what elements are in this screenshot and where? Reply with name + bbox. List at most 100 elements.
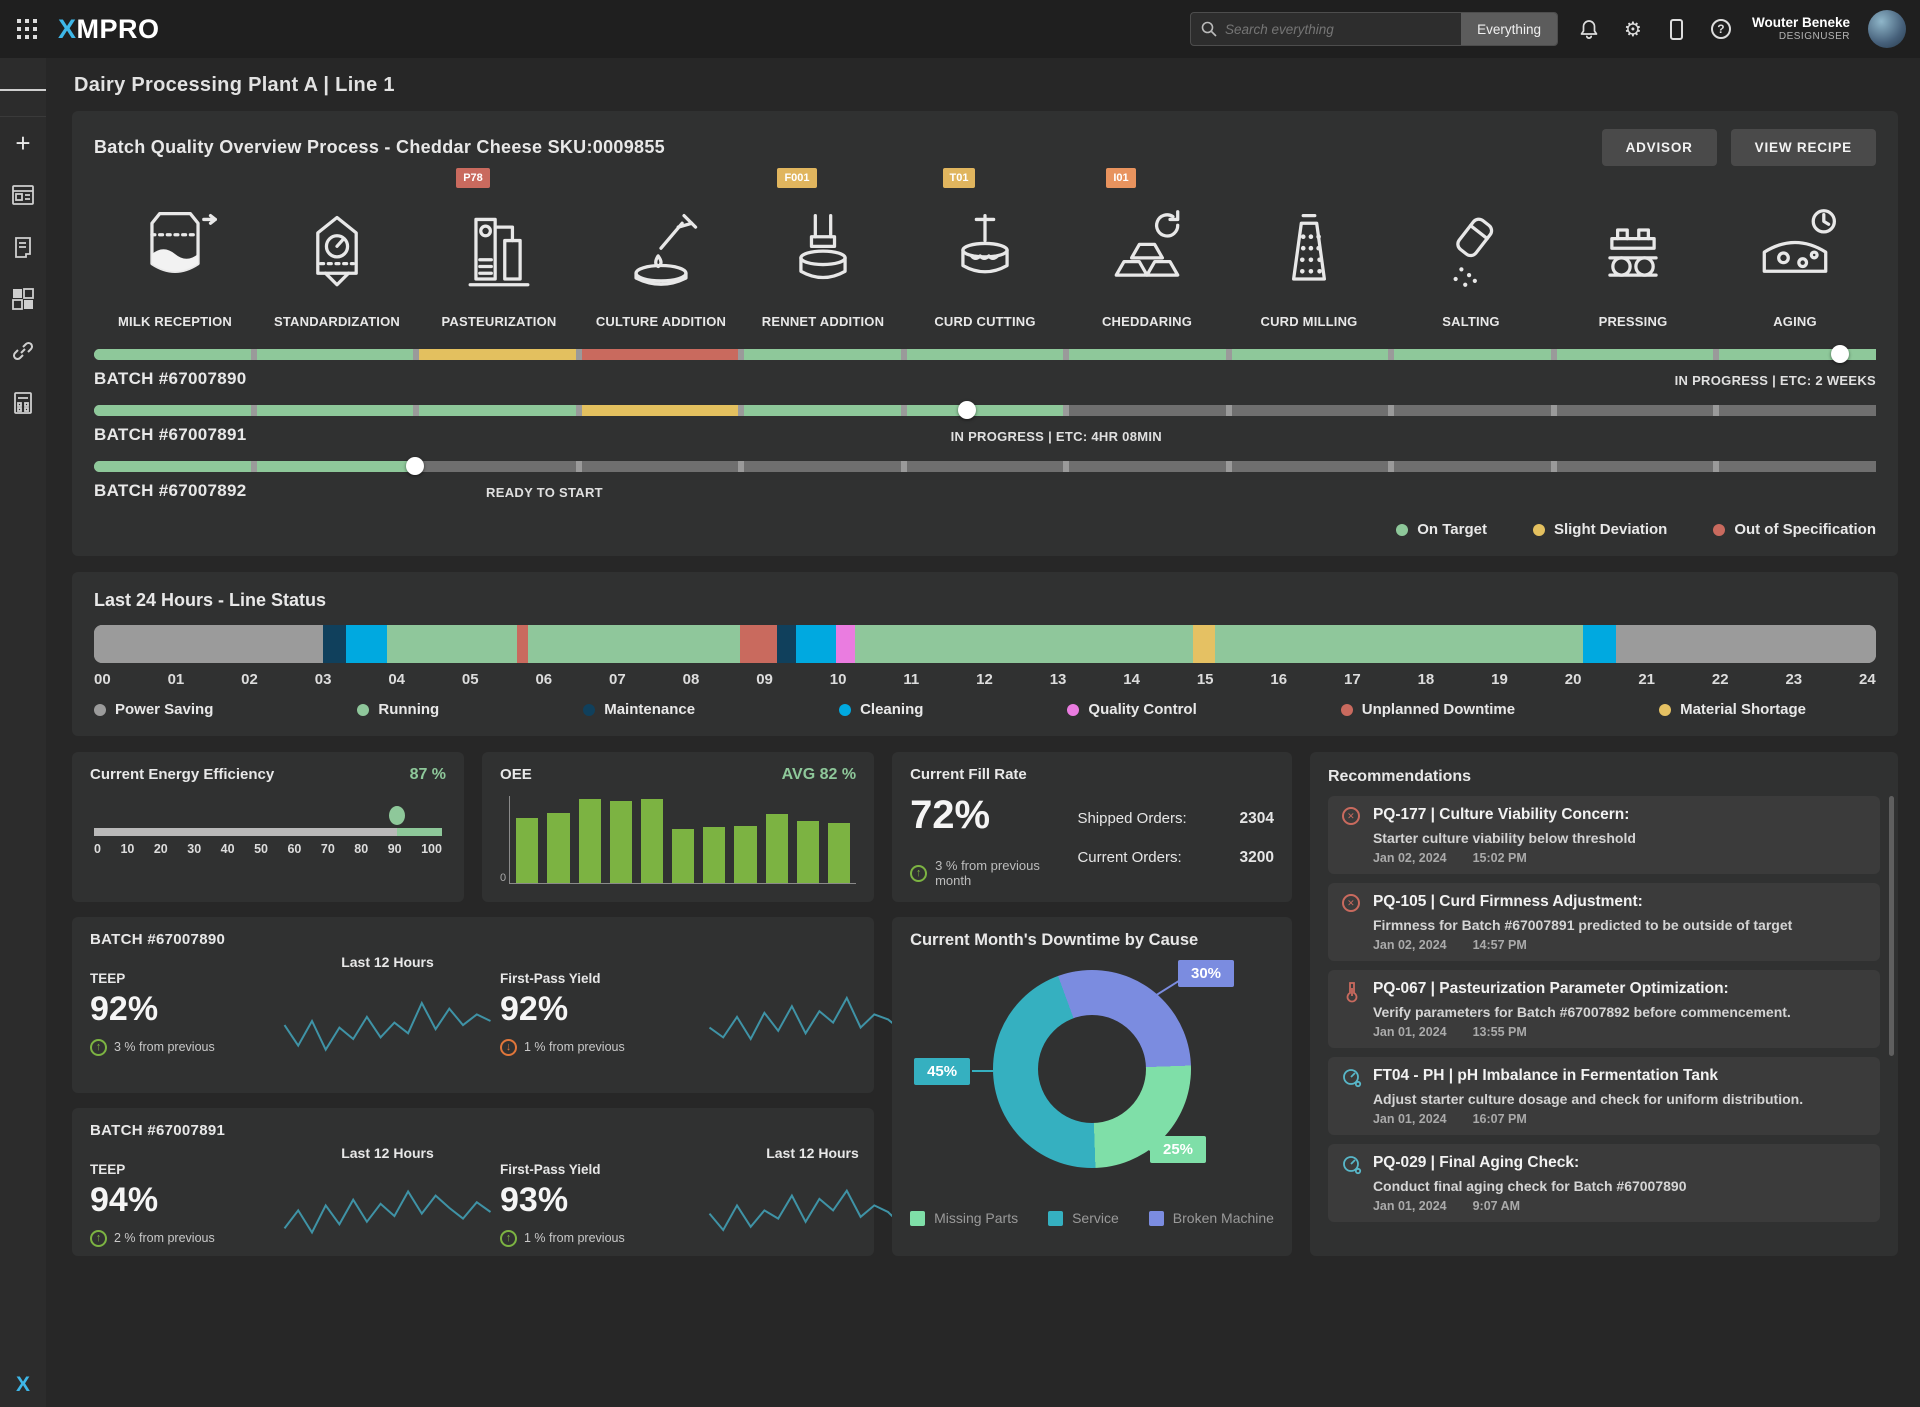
- batch-status: IN PROGRESS | ETC: 4HR 08MIN: [950, 429, 1162, 444]
- recommendation-item[interactable]: PQ-029 | Final Aging Check: Conduct fina…: [1327, 1144, 1880, 1222]
- settings-gear-icon[interactable]: ⚙: [1624, 18, 1642, 41]
- recommendation-item[interactable]: PQ-067 | Pasteurization Parameter Optimi…: [1327, 970, 1880, 1048]
- step-label: SALTING: [1442, 314, 1500, 329]
- step-curd-cutting: T01 CURD CUTTING: [904, 168, 1066, 329]
- batch-progress-knob[interactable]: [405, 457, 424, 475]
- view-recipe-button[interactable]: VIEW RECIPE: [1730, 129, 1876, 166]
- mill-grater-icon: [1228, 200, 1390, 308]
- progress-segment-green: [906, 349, 1064, 360]
- step-tag[interactable]: F001: [777, 168, 817, 188]
- rec-desc: Conduct final aging check for Batch #670…: [1372, 1178, 1687, 1194]
- notifications-bell-icon[interactable]: [1576, 16, 1602, 42]
- batch-metrics-card-67007890: BATCH #67007890 TEEP 92% ↑ 3 % from previ…: [72, 917, 916, 1093]
- rec-desc: Adjust starter culture dosage and check …: [1372, 1091, 1804, 1107]
- recommendations-title: Recommendations: [1327, 768, 1472, 785]
- oee-title: OEE: [500, 766, 532, 783]
- hour-label: 10: [829, 671, 847, 688]
- oee-bar: [765, 814, 788, 883]
- step-culture-addition: CULTURE ADDITION: [580, 168, 742, 329]
- search-scope-button[interactable]: Everything: [1461, 13, 1557, 45]
- legend-dot: [94, 703, 106, 716]
- recommendation-item[interactable]: ✕ PQ-105 | Curd Firmness Adjustment: Fir…: [1327, 883, 1880, 961]
- energy-tick: 50: [254, 842, 268, 856]
- apps-grid-icon[interactable]: [10, 12, 44, 46]
- pasteurizer-icon: [418, 200, 580, 308]
- progress-segment-gray: [1231, 461, 1389, 472]
- milk-silo-icon: [94, 200, 256, 308]
- legend-label: On Target: [1417, 521, 1487, 538]
- page-title: Dairy Processing Plant A | Line 1: [74, 74, 395, 96]
- step-pressing: PRESSING: [1552, 168, 1714, 329]
- oee-bar: [672, 829, 695, 883]
- dashboards-icon[interactable]: [0, 169, 46, 221]
- progress-segment-gray: [1719, 405, 1877, 416]
- rec-title: PQ-029 | Final Aging Check:: [1372, 1154, 1580, 1171]
- up-arrow-icon: ↑: [500, 1229, 517, 1247]
- gauge-icon: [1342, 1154, 1364, 1213]
- sparkline-label: Last 12 Hours: [766, 1145, 859, 1161]
- progress-segment-green: [256, 405, 414, 416]
- recommendation-item[interactable]: FT04 - PH | pH Imbalance in Fermentation…: [1327, 1057, 1880, 1135]
- culture-dish-icon: [580, 200, 742, 308]
- progress-segment-green: [419, 405, 576, 416]
- link-icon[interactable]: [0, 325, 46, 377]
- batch-progress-knob[interactable]: [958, 401, 977, 419]
- help-icon[interactable]: ?: [1708, 16, 1734, 42]
- timeline-segment-cleaning: [346, 625, 388, 663]
- step-label: CULTURE ADDITION: [595, 314, 727, 329]
- energy-gauge-knob[interactable]: [388, 806, 405, 825]
- timeline-segment-unplanned_downtime: [517, 625, 529, 663]
- fpy-label: First-Pass Yield: [500, 970, 601, 986]
- recommendations-panel: Recommendations ✕ PQ-177 | Culture Viabi…: [1309, 752, 1898, 1256]
- oee-bar: [796, 821, 819, 883]
- batch-progress-knob[interactable]: [1831, 345, 1850, 363]
- step-tag[interactable]: I01: [1106, 168, 1136, 188]
- progress-segment-yellow: [581, 405, 739, 416]
- mobile-device-icon[interactable]: [1664, 16, 1690, 42]
- step-curd-milling: CURD MILLING: [1228, 168, 1390, 329]
- step-label: PASTEURIZATION: [441, 314, 557, 329]
- documents-icon[interactable]: [0, 221, 46, 273]
- legend-item: Out of Specification: [1713, 521, 1876, 538]
- legend-item: Service: [1048, 1210, 1119, 1226]
- line-status-legend: Power Saving Running Maintenance Cleaning Qu…: [94, 701, 1876, 718]
- step-tag[interactable]: T01: [942, 168, 976, 188]
- hour-label: 05: [461, 671, 479, 688]
- progress-segment-yellow: [419, 349, 576, 360]
- search-input[interactable]: [1224, 21, 1462, 37]
- teep-delta: 3 % from previous: [114, 1040, 215, 1054]
- legend-label: Quality Control: [1088, 701, 1197, 718]
- fpy-value: 92%: [500, 989, 569, 1028]
- recommendation-item[interactable]: ✕ PQ-177 | Culture Viability Concern: St…: [1327, 796, 1880, 874]
- legend-dot: [1713, 523, 1726, 536]
- timeline-segment-maintenance: [777, 625, 796, 663]
- rec-title: PQ-177 | Culture Viability Concern:: [1372, 806, 1630, 823]
- current-orders-label: Current Orders:: [1077, 849, 1182, 867]
- add-new-icon[interactable]: +: [15, 127, 31, 158]
- shipped-orders-value: 2304: [1239, 809, 1274, 827]
- recommendations-scrollbar[interactable]: [1889, 796, 1894, 1056]
- hour-label: 06: [535, 671, 553, 688]
- progress-segment-green: [256, 461, 414, 472]
- calculator-icon[interactable]: [0, 377, 46, 429]
- energy-tick: 20: [153, 842, 168, 856]
- batch-status: READY TO START: [486, 485, 603, 500]
- timeline-segment-running: [1215, 625, 1583, 663]
- progress-segment-green: [1231, 349, 1389, 360]
- batch-name: BATCH #67007891: [94, 425, 247, 444]
- step-label: CURD CUTTING: [934, 314, 1036, 329]
- user-avatar[interactable]: [1868, 10, 1906, 48]
- cheddar-stack-icon: [1066, 200, 1228, 308]
- step-standardization: STANDARDIZATION: [256, 168, 418, 329]
- step-tag[interactable]: P78: [456, 168, 490, 188]
- menu-hamburger-icon[interactable]: [0, 64, 46, 116]
- oee-bar: [547, 813, 570, 883]
- hour-label: 22: [1711, 671, 1729, 688]
- legend-dot: [1659, 703, 1672, 716]
- rec-title: PQ-067 | Pasteurization Parameter Optimi…: [1372, 980, 1729, 997]
- advisor-button[interactable]: ADVISOR: [1601, 129, 1717, 166]
- shipped-orders-label: Shipped Orders:: [1077, 809, 1187, 827]
- teep-label: TEEP: [90, 1161, 126, 1177]
- blocks-grid-icon[interactable]: [0, 273, 46, 325]
- user-block: Wouter Beneke DESIGNUSER: [1752, 15, 1850, 42]
